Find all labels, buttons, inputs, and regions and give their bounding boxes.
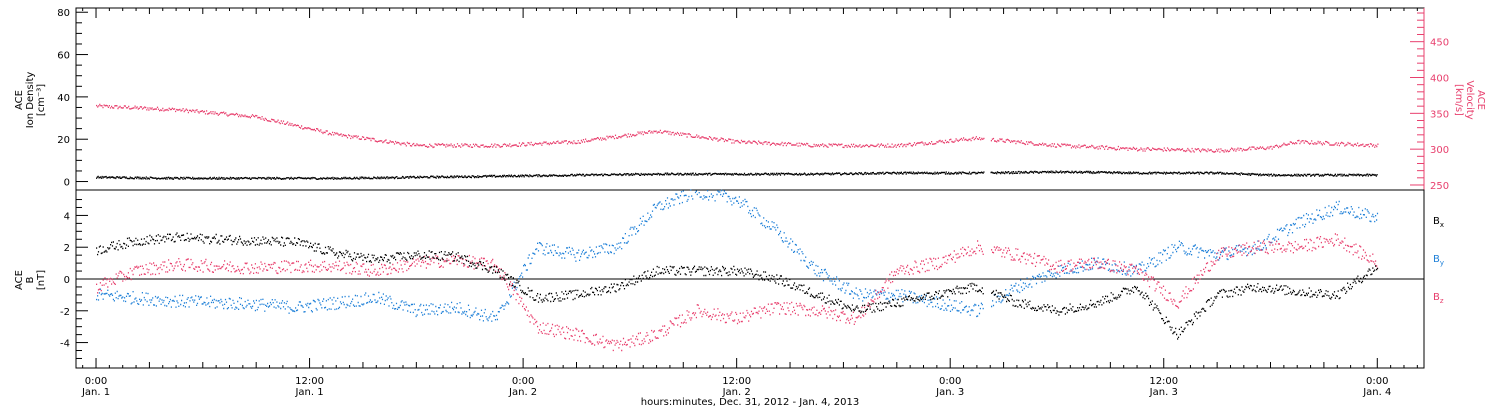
top-left-axis: 0 20 40 60 80 [57, 8, 88, 189]
top-right-tick-label: 250 [1430, 181, 1449, 192]
top-left-tick-label: 40 [57, 93, 70, 104]
x-axis-label: hours:minutes, Dec. 31, 2012 - Jan. 4, 2… [641, 397, 859, 408]
bottom-ylabel-line-2: B [25, 276, 36, 283]
bottom-left-tick-label: -4 [60, 339, 70, 350]
x-tick-label-time: 12:00 [722, 376, 751, 387]
legend-by: By [1433, 254, 1444, 267]
top-panel-frame [75, 7, 1425, 191]
x-tick-label-time: 0:00 [939, 376, 961, 387]
legend-by-main: B [1433, 254, 1440, 265]
top-panel-data [96, 103, 1379, 180]
legend-bx-main: B [1433, 216, 1440, 227]
top-panel: 0 20 40 60 80 250 300 350 400 450 ACE Ion Densit… [14, 7, 1486, 192]
top-left-tick-label: 80 [57, 8, 70, 19]
bottom-left-tick-label: 2 [64, 243, 70, 254]
bz-series-points [96, 233, 1379, 352]
bottom-panel-data [76, 189, 1424, 352]
top-right-tick-label: 350 [1430, 109, 1449, 120]
x-tick-label-date: Jan. 4 [1362, 387, 1391, 398]
top-y2label-line-2: Velocity [1464, 80, 1475, 119]
x-tick-label-time: 0:00 [85, 376, 107, 387]
top-right-axis-label: ACE Velocity [km/s] [1453, 80, 1486, 119]
top-ylabel-line-1: ACE [14, 90, 25, 110]
legend-by-sub: y [1440, 259, 1444, 267]
x-tick-label-date: Jan. 2 [508, 387, 537, 398]
bz-series [96, 233, 1379, 352]
top-right-tick-label: 450 [1430, 38, 1449, 49]
density-series-points [96, 170, 1378, 180]
bottom-left-tick-label: -2 [60, 307, 70, 318]
bottom-ylabel-line-1: ACE [14, 270, 25, 290]
legend-bz-main: B [1433, 292, 1440, 303]
bottom-left-tick-label: 4 [64, 211, 70, 222]
top-y2label-line-1: ACE [1475, 90, 1486, 110]
x-tick-label-date: Jan. 1 [81, 387, 110, 398]
top-ylabel-line-3: [cm⁻³] [36, 84, 47, 116]
density-series [96, 170, 1378, 180]
legend: Bx By Bz [1433, 216, 1444, 305]
top-ylabel-line-2: Ion Density [25, 72, 36, 129]
x-tick-label-time: 12:00 [1149, 376, 1178, 387]
x-tick-label-date: Jan. 3 [935, 387, 964, 398]
top-y2label-line-3: [km/s] [1453, 84, 1464, 116]
bottom-ylabel-line-3: [nT] [36, 270, 47, 290]
bx-series-points [96, 232, 1379, 340]
bx-series [96, 232, 1379, 340]
top-left-tick-label: 0 [64, 178, 70, 189]
bottom-left-axis-label: ACE B [nT] [14, 270, 47, 290]
velocity-series-points [96, 103, 1379, 153]
top-left-tick-label: 60 [57, 51, 70, 62]
legend-bx: Bx [1433, 216, 1444, 229]
velocity-series [96, 103, 1379, 153]
top-left-tick-label: 20 [57, 135, 70, 146]
x-tick-label-time: 0:00 [512, 376, 534, 387]
top-right-tick-label: 300 [1430, 145, 1449, 156]
x-tick-label-date: Jan. 3 [1149, 387, 1178, 398]
top-right-axis: 250 300 350 400 450 [1410, 8, 1449, 192]
x-tick-label-date: Jan. 1 [294, 387, 323, 398]
bottom-panel: -4 -2 0 2 4 ACE B [nT] Bx By Bz [14, 189, 1444, 369]
by-series-points [96, 189, 1379, 322]
top-right-tick-label: 400 [1430, 74, 1449, 85]
top-left-axis-label: ACE Ion Density [cm⁻³] [14, 72, 47, 129]
by-series [96, 189, 1379, 322]
x-tick-label-date: Jan. 2 [722, 387, 751, 398]
legend-bz-sub: z [1440, 297, 1444, 305]
x-tick-label-time: 12:00 [295, 376, 324, 387]
x-tick-label-time: 0:00 [1366, 376, 1388, 387]
bottom-left-tick-label: 0 [64, 275, 70, 286]
legend-bx-sub: x [1440, 221, 1444, 229]
bottom-left-axis: -4 -2 0 2 4 [60, 199, 88, 359]
legend-bz: Bz [1433, 292, 1444, 305]
